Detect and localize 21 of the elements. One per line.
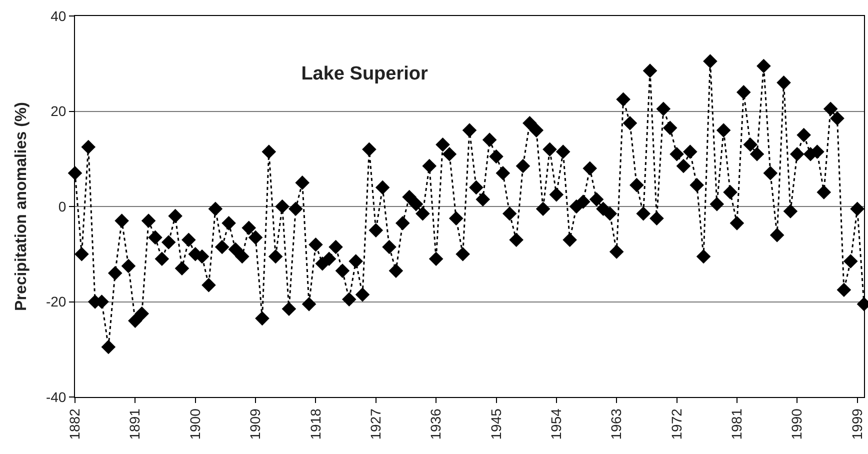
x-tick-label: 1900 xyxy=(186,408,203,440)
x-tick-label: 1954 xyxy=(548,408,564,440)
y-tick-label: 0 xyxy=(58,198,66,214)
y-tick-label: -20 xyxy=(46,294,66,310)
x-tick-label: 1999 xyxy=(848,408,865,440)
x-tick-label: 1909 xyxy=(247,408,264,440)
y-tick-label: 20 xyxy=(50,103,66,120)
x-tick-label: 1882 xyxy=(66,408,83,440)
x-tick-label: 1972 xyxy=(668,408,684,440)
x-tick-label: 1891 xyxy=(126,408,143,440)
y-tick-label: -40 xyxy=(46,388,66,405)
x-tick-label: 1945 xyxy=(488,408,504,440)
x-tick-label: 1918 xyxy=(307,408,324,440)
x-tick-label: 1936 xyxy=(428,408,444,440)
x-tick-label: 1963 xyxy=(608,408,624,440)
y-tick-label: 40 xyxy=(50,8,66,24)
text: Lake Superior xyxy=(301,63,429,84)
x-tick-label: 1981 xyxy=(728,408,745,440)
y-axis-title: Precipitation anomalies (%) xyxy=(12,102,30,311)
x-tick-label: 1927 xyxy=(367,408,384,440)
x-tick-label: 1990 xyxy=(788,408,805,440)
